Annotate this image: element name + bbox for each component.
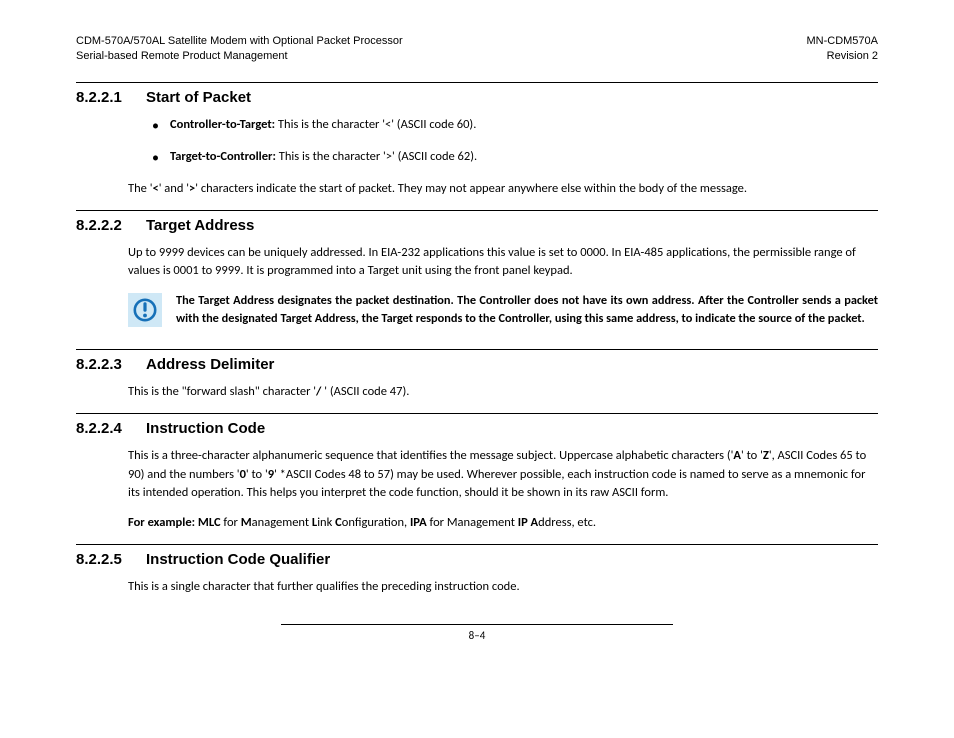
footer-rule	[281, 624, 674, 625]
section-number: 8.2.2.3	[76, 356, 146, 373]
section-title-text: Instruction Code Qualifier	[146, 551, 330, 568]
page-header: CDM-570A/570AL Satellite Modem with Opti…	[76, 34, 878, 64]
section-address-delimiter: 8.2.2.3Address Delimiter This is the "fo…	[76, 349, 878, 401]
text-frag: This is a three-character alphanumeric s…	[128, 448, 733, 463]
section-rule	[76, 210, 878, 211]
section-heading: 8.2.2.2Target Address	[76, 217, 878, 234]
bullet-item: Target-to-Controller: This is the charac…	[152, 148, 878, 166]
text-frag: for Management	[427, 515, 518, 530]
info-icon	[128, 293, 162, 327]
paragraph: Up to 9999 devices can be uniquely addre…	[128, 244, 878, 280]
page-footer: 8–4	[76, 624, 878, 642]
text-frag: ' (ASCII code 47).	[321, 384, 409, 399]
bullet-text: This is the character '>' (ASCII code 62…	[276, 149, 477, 164]
text-bold: IP A	[518, 515, 538, 530]
section-number: 8.2.2.2	[76, 217, 146, 234]
header-right-line2: Revision 2	[806, 49, 878, 64]
section-title-text: Target Address	[146, 217, 254, 234]
bullet-list: Controller-to-Target: This is the charac…	[152, 116, 878, 166]
text-frag: ' and '	[159, 181, 189, 196]
text-frag: anagement	[252, 515, 312, 530]
text-frag: ddress, etc.	[538, 515, 596, 530]
section-title-text: Instruction Code	[146, 420, 265, 437]
bullet-item: Controller-to-Target: This is the charac…	[152, 116, 878, 134]
section-rule	[76, 413, 878, 414]
section-title-text: Start of Packet	[146, 89, 251, 106]
text-bold: For example: MLC	[128, 515, 221, 530]
text-bold: IPA	[410, 515, 427, 530]
header-right-line1: MN-CDM570A	[806, 34, 878, 49]
section-heading: 8.2.2.3Address Delimiter	[76, 356, 878, 373]
section-rule	[76, 349, 878, 350]
paragraph: This is a three-character alphanumeric s…	[128, 447, 878, 501]
note-callout: The Target Address designates the packet…	[128, 292, 878, 327]
bullet-text: This is the character '<' (ASCII code 60…	[275, 117, 476, 132]
paragraph: The '<' and '>' characters indicate the …	[128, 180, 878, 198]
section-heading: 8.2.2.5Instruction Code Qualifier	[76, 551, 878, 568]
section-heading: 8.2.2.1Start of Packet	[76, 89, 878, 106]
text-frag: ' characters indicate the start of packe…	[195, 181, 747, 196]
text-frag: for	[221, 515, 241, 530]
text-frag: ' to '	[246, 467, 268, 482]
header-left-line1: CDM-570A/570AL Satellite Modem with Opti…	[76, 34, 403, 49]
page: CDM-570A/570AL Satellite Modem with Opti…	[0, 0, 954, 662]
section-title-text: Address Delimiter	[146, 356, 274, 373]
text-frag: onfiguration,	[342, 515, 410, 530]
header-left: CDM-570A/570AL Satellite Modem with Opti…	[76, 34, 403, 64]
section-instruction-code: 8.2.2.4Instruction Code This is a three-…	[76, 413, 878, 532]
section-rule	[76, 544, 878, 545]
header-left-line2: Serial-based Remote Product Management	[76, 49, 403, 64]
section-rule	[76, 82, 878, 83]
header-right: MN-CDM570A Revision 2	[806, 34, 878, 64]
text-frag: This is the "forward slash" character '	[128, 384, 316, 399]
section-start-of-packet: 8.2.2.1Start of Packet Controller-to-Tar…	[76, 82, 878, 198]
paragraph: For example: MLC for Management Link Con…	[128, 514, 878, 532]
section-instruction-code-qualifier: 8.2.2.5Instruction Code Qualifier This i…	[76, 544, 878, 596]
section-target-address: 8.2.2.2Target Address Up to 9999 devices…	[76, 210, 878, 327]
section-heading: 8.2.2.4Instruction Code	[76, 420, 878, 437]
text-frag: ink	[317, 515, 335, 530]
section-number: 8.2.2.5	[76, 551, 146, 568]
text-frag: The '	[128, 181, 152, 196]
text-frag: ' to '	[741, 448, 763, 463]
text-bold: A	[733, 448, 741, 463]
section-number: 8.2.2.1	[76, 89, 146, 106]
paragraph: This is the "forward slash" character '/…	[128, 383, 878, 401]
text-bold: M	[241, 515, 252, 530]
page-number: 8–4	[76, 629, 878, 642]
paragraph: This is a single character that further …	[128, 578, 878, 596]
bullet-bold: Target-to-Controller:	[170, 149, 276, 164]
text-bold: C	[335, 515, 342, 530]
bullet-bold: Controller-to-Target:	[170, 117, 275, 132]
note-text: The Target Address designates the packet…	[176, 292, 878, 326]
section-number: 8.2.2.4	[76, 420, 146, 437]
